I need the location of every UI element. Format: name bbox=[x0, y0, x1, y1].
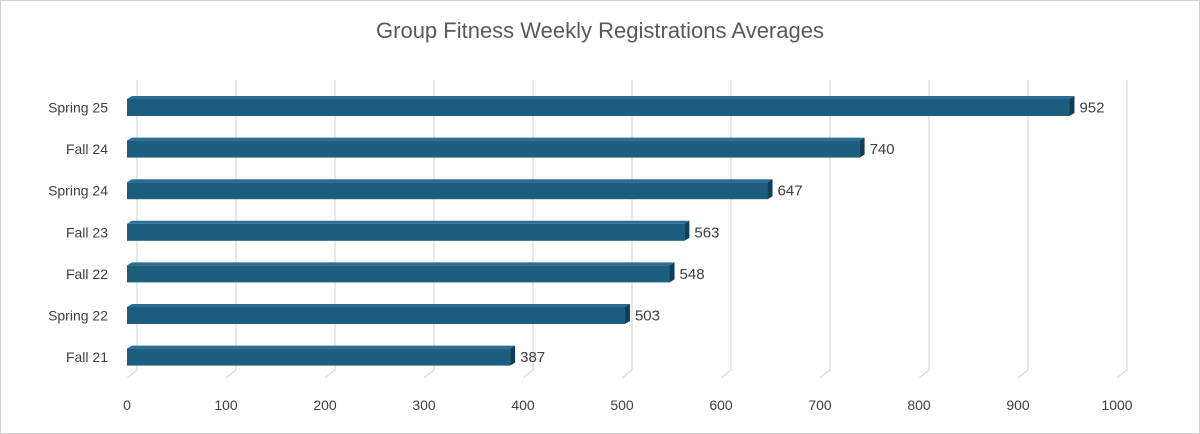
bars bbox=[127, 96, 1075, 366]
x-tick-label: 600 bbox=[709, 397, 733, 413]
data-label: 740 bbox=[870, 141, 895, 158]
chart-title: Group Fitness Weekly Registrations Avera… bbox=[376, 18, 824, 43]
gridline bbox=[423, 80, 435, 379]
category-label: Spring 22 bbox=[48, 308, 108, 324]
category-label: Fall 23 bbox=[66, 224, 108, 240]
data-label: 548 bbox=[680, 266, 705, 283]
x-tick-label: 300 bbox=[412, 397, 436, 413]
category-label: Spring 25 bbox=[48, 100, 108, 116]
gridline bbox=[1116, 80, 1128, 379]
gridline bbox=[522, 80, 534, 379]
gridline bbox=[324, 80, 336, 379]
x-tick-label: 800 bbox=[907, 397, 931, 413]
category-label: Fall 21 bbox=[66, 349, 108, 365]
x-tick-label: 400 bbox=[511, 397, 535, 413]
data-label: 387 bbox=[520, 349, 545, 366]
x-tick-label: 700 bbox=[808, 397, 832, 413]
data-labels: 952 740 647 563 548 503 387 bbox=[520, 100, 1104, 367]
category-labels: Spring 25 Fall 24 Spring 24 Fall 23 Fall 22 S… bbox=[48, 100, 108, 366]
gridlines bbox=[126, 80, 1128, 379]
x-tick-label: 100 bbox=[214, 397, 238, 413]
category-label: Fall 24 bbox=[66, 141, 108, 157]
bar bbox=[127, 137, 865, 158]
bar bbox=[127, 96, 1075, 116]
gridline bbox=[225, 80, 237, 379]
bar bbox=[127, 345, 516, 366]
gridline bbox=[819, 80, 831, 379]
bar bbox=[127, 220, 690, 241]
gridline bbox=[1017, 80, 1029, 379]
bar bbox=[127, 179, 773, 200]
bar bbox=[127, 304, 630, 324]
x-tick-label: 500 bbox=[610, 397, 634, 413]
gridline bbox=[720, 80, 732, 379]
x-tick-labels: 0 100 200 300 400 500 600 700 800 900 1000 bbox=[123, 397, 1133, 413]
data-label: 647 bbox=[778, 183, 803, 200]
data-label: 563 bbox=[694, 224, 719, 241]
x-tick-label: 900 bbox=[1006, 397, 1030, 413]
gridline bbox=[918, 80, 930, 379]
x-tick-label: 1000 bbox=[1101, 397, 1132, 413]
data-label: 503 bbox=[635, 308, 660, 325]
data-label: 952 bbox=[1079, 100, 1104, 117]
gridline bbox=[621, 80, 633, 379]
x-tick-label: 0 bbox=[123, 397, 131, 413]
category-label: Fall 22 bbox=[66, 266, 108, 282]
category-label: Spring 24 bbox=[48, 183, 108, 199]
gridline bbox=[126, 80, 138, 379]
x-tick-label: 200 bbox=[313, 397, 337, 413]
bar bbox=[127, 262, 675, 283]
